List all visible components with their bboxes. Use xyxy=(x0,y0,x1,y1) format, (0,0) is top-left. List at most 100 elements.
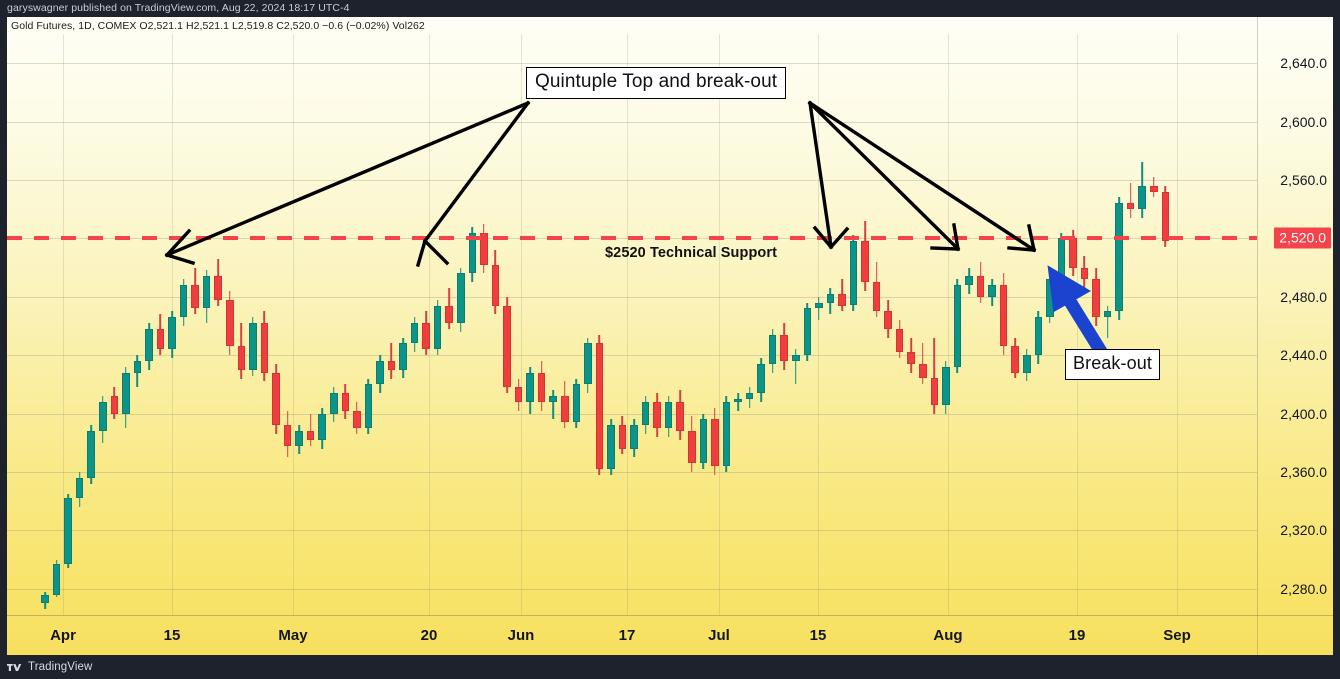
candle-body xyxy=(560,396,569,423)
candle-body xyxy=(1022,355,1031,373)
grid-line-horizontal xyxy=(7,588,1257,590)
candlestick xyxy=(999,273,1008,356)
grid-line-horizontal xyxy=(7,471,1257,473)
candle-body xyxy=(895,328,904,353)
candle-body xyxy=(549,396,557,402)
candlestick xyxy=(87,425,95,484)
candle-body xyxy=(676,401,685,432)
grid-line-horizontal xyxy=(7,179,1257,181)
candlestick xyxy=(757,358,765,402)
candlestick xyxy=(122,366,130,429)
callout-quintuple-top[interactable]: Quintuple Top and break-out xyxy=(526,67,787,99)
candle-body xyxy=(1150,185,1158,192)
candle-body xyxy=(376,360,384,385)
candle-body xyxy=(861,241,869,283)
candlestick-plot-area[interactable]: $2520 Technical Support xyxy=(7,34,1257,615)
candlestick xyxy=(572,378,581,429)
candle-body xyxy=(353,410,361,429)
price-tick: 2,600.0 xyxy=(1280,113,1327,130)
candle-body xyxy=(422,323,430,350)
candle-body xyxy=(584,343,592,385)
time-tick: 19 xyxy=(1068,627,1086,644)
candle-body xyxy=(168,317,176,350)
chart-frame[interactable]: Gold Futures, 1D, COMEX O2,521.1 H2,521.… xyxy=(7,17,1333,655)
callout-breakout[interactable]: Break-out xyxy=(1065,349,1160,380)
candlestick xyxy=(1011,337,1019,379)
candlestick xyxy=(1034,311,1043,364)
candlestick xyxy=(618,416,627,455)
candle-body xyxy=(133,360,142,373)
candle-body xyxy=(780,334,788,361)
candlestick xyxy=(226,290,234,356)
candle-body xyxy=(976,276,985,297)
candlestick xyxy=(1138,162,1147,218)
footer-bar: TradingView xyxy=(0,655,1340,679)
price-tick: 2,560.0 xyxy=(1280,171,1327,188)
candlestick xyxy=(272,363,280,434)
candle-body xyxy=(122,372,130,414)
candlestick xyxy=(780,323,788,370)
time-tick: Sep xyxy=(1163,627,1191,644)
candle-body xyxy=(272,372,280,426)
candle-body xyxy=(87,431,95,478)
candlestick xyxy=(110,387,119,420)
candle-body xyxy=(711,419,719,467)
candlestick xyxy=(526,366,534,414)
candlestick xyxy=(722,396,731,472)
candlestick xyxy=(630,419,638,458)
candle-body xyxy=(757,363,765,394)
candle-body xyxy=(618,425,627,449)
candle-body xyxy=(1046,279,1054,318)
candlestick xyxy=(1057,232,1066,286)
candle-body xyxy=(1092,279,1100,318)
grid-line-horizontal xyxy=(7,530,1257,532)
candlestick xyxy=(329,387,338,423)
candlestick xyxy=(145,323,153,370)
candlestick xyxy=(641,396,650,434)
price-tick: 2,480.0 xyxy=(1280,288,1327,305)
candlestick xyxy=(202,270,211,324)
candle-body xyxy=(191,285,199,309)
candle-body xyxy=(826,293,835,303)
candle-body xyxy=(318,413,326,440)
candlestick xyxy=(491,250,500,315)
candle-body xyxy=(226,299,234,347)
grid-line-vertical xyxy=(948,34,949,615)
candle-body xyxy=(999,285,1008,347)
grid-line-vertical xyxy=(818,34,819,615)
time-axis[interactable]: Apr 15 May 20 Jun 17 Jul 15 Aug 19 Sep xyxy=(7,615,1333,655)
candle-wick xyxy=(818,296,820,321)
candle-body xyxy=(607,425,615,469)
candle-body xyxy=(815,302,823,309)
price-axis[interactable]: 2,640.0 2,600.0 2,560.0 2,520.0 2,480.0 2,440… xyxy=(1257,17,1333,655)
candlestick xyxy=(214,258,223,306)
support-level-line[interactable] xyxy=(7,236,1257,241)
candle-body xyxy=(768,334,777,364)
candlestick xyxy=(168,311,176,359)
candle-body xyxy=(387,360,396,370)
grid-line-horizontal xyxy=(7,63,1257,65)
candle-body xyxy=(699,419,708,464)
candle-body xyxy=(399,343,407,370)
candlestick xyxy=(930,337,939,414)
candlestick xyxy=(191,267,199,315)
grid-line-horizontal xyxy=(7,121,1257,123)
candle-wick xyxy=(1129,182,1132,218)
candlestick xyxy=(133,355,142,388)
candle-body xyxy=(260,323,269,373)
candlestick xyxy=(410,317,419,353)
candle-body xyxy=(907,352,916,364)
time-tick: 15 xyxy=(163,627,181,644)
candle-body xyxy=(537,372,546,402)
candle-body xyxy=(942,366,950,405)
candle-body xyxy=(457,273,465,324)
candle-body xyxy=(1069,238,1077,268)
candle-body xyxy=(329,393,338,414)
candlestick xyxy=(353,401,361,434)
candlestick xyxy=(399,337,407,379)
candlestick xyxy=(179,279,188,326)
candle-body xyxy=(237,346,246,370)
candlestick xyxy=(699,413,708,470)
tradingview-logo-icon xyxy=(7,663,22,671)
